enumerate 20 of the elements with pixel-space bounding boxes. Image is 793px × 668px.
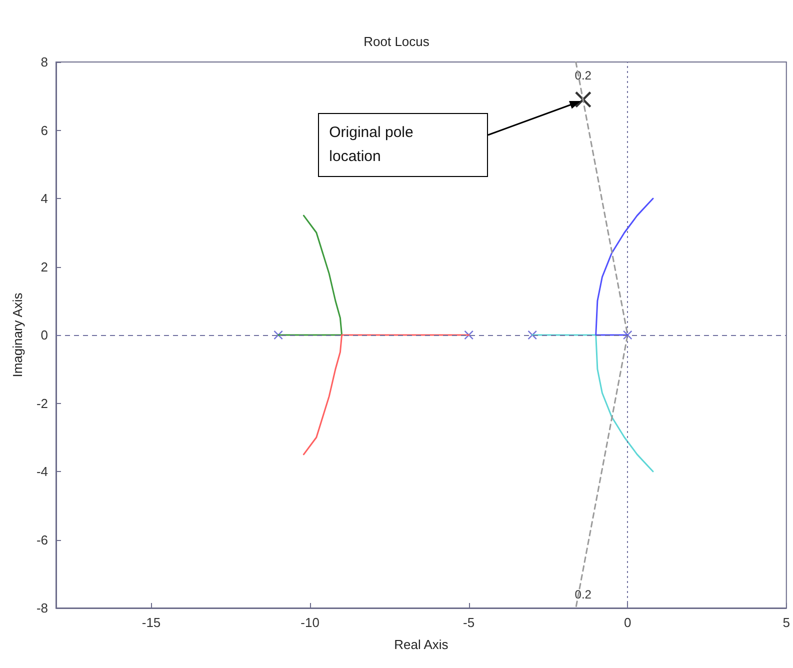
x-tick-label: -10 (300, 615, 320, 630)
x-tick-label: 5 (782, 615, 790, 630)
y-tick-label: -6 (36, 532, 48, 548)
chart-title: Root Locus (364, 34, 430, 49)
y-tick-label: 4 (40, 191, 48, 206)
y-tick-label: 0 (40, 328, 48, 342)
x-tick-label: -5 (463, 615, 475, 630)
x-axis-title: Real Axis (394, 637, 449, 652)
y-tick-label: -8 (36, 600, 48, 616)
y-tick-label: 6 (40, 122, 48, 138)
y-tick-label: -2 (36, 396, 48, 411)
y-tick-label: 8 (40, 54, 48, 70)
x-tick-label: 0 (624, 615, 632, 630)
y-tick-label: -4 (36, 464, 48, 479)
annotation: Original pole location (329, 122, 414, 167)
annotation: 0.2 (574, 587, 592, 602)
y-axis-title: Imaginary Axis (10, 292, 25, 378)
x-tick-label: -15 (142, 615, 161, 630)
y-tick-label: 2 (40, 259, 48, 274)
annotation: 0.2 (574, 68, 592, 83)
